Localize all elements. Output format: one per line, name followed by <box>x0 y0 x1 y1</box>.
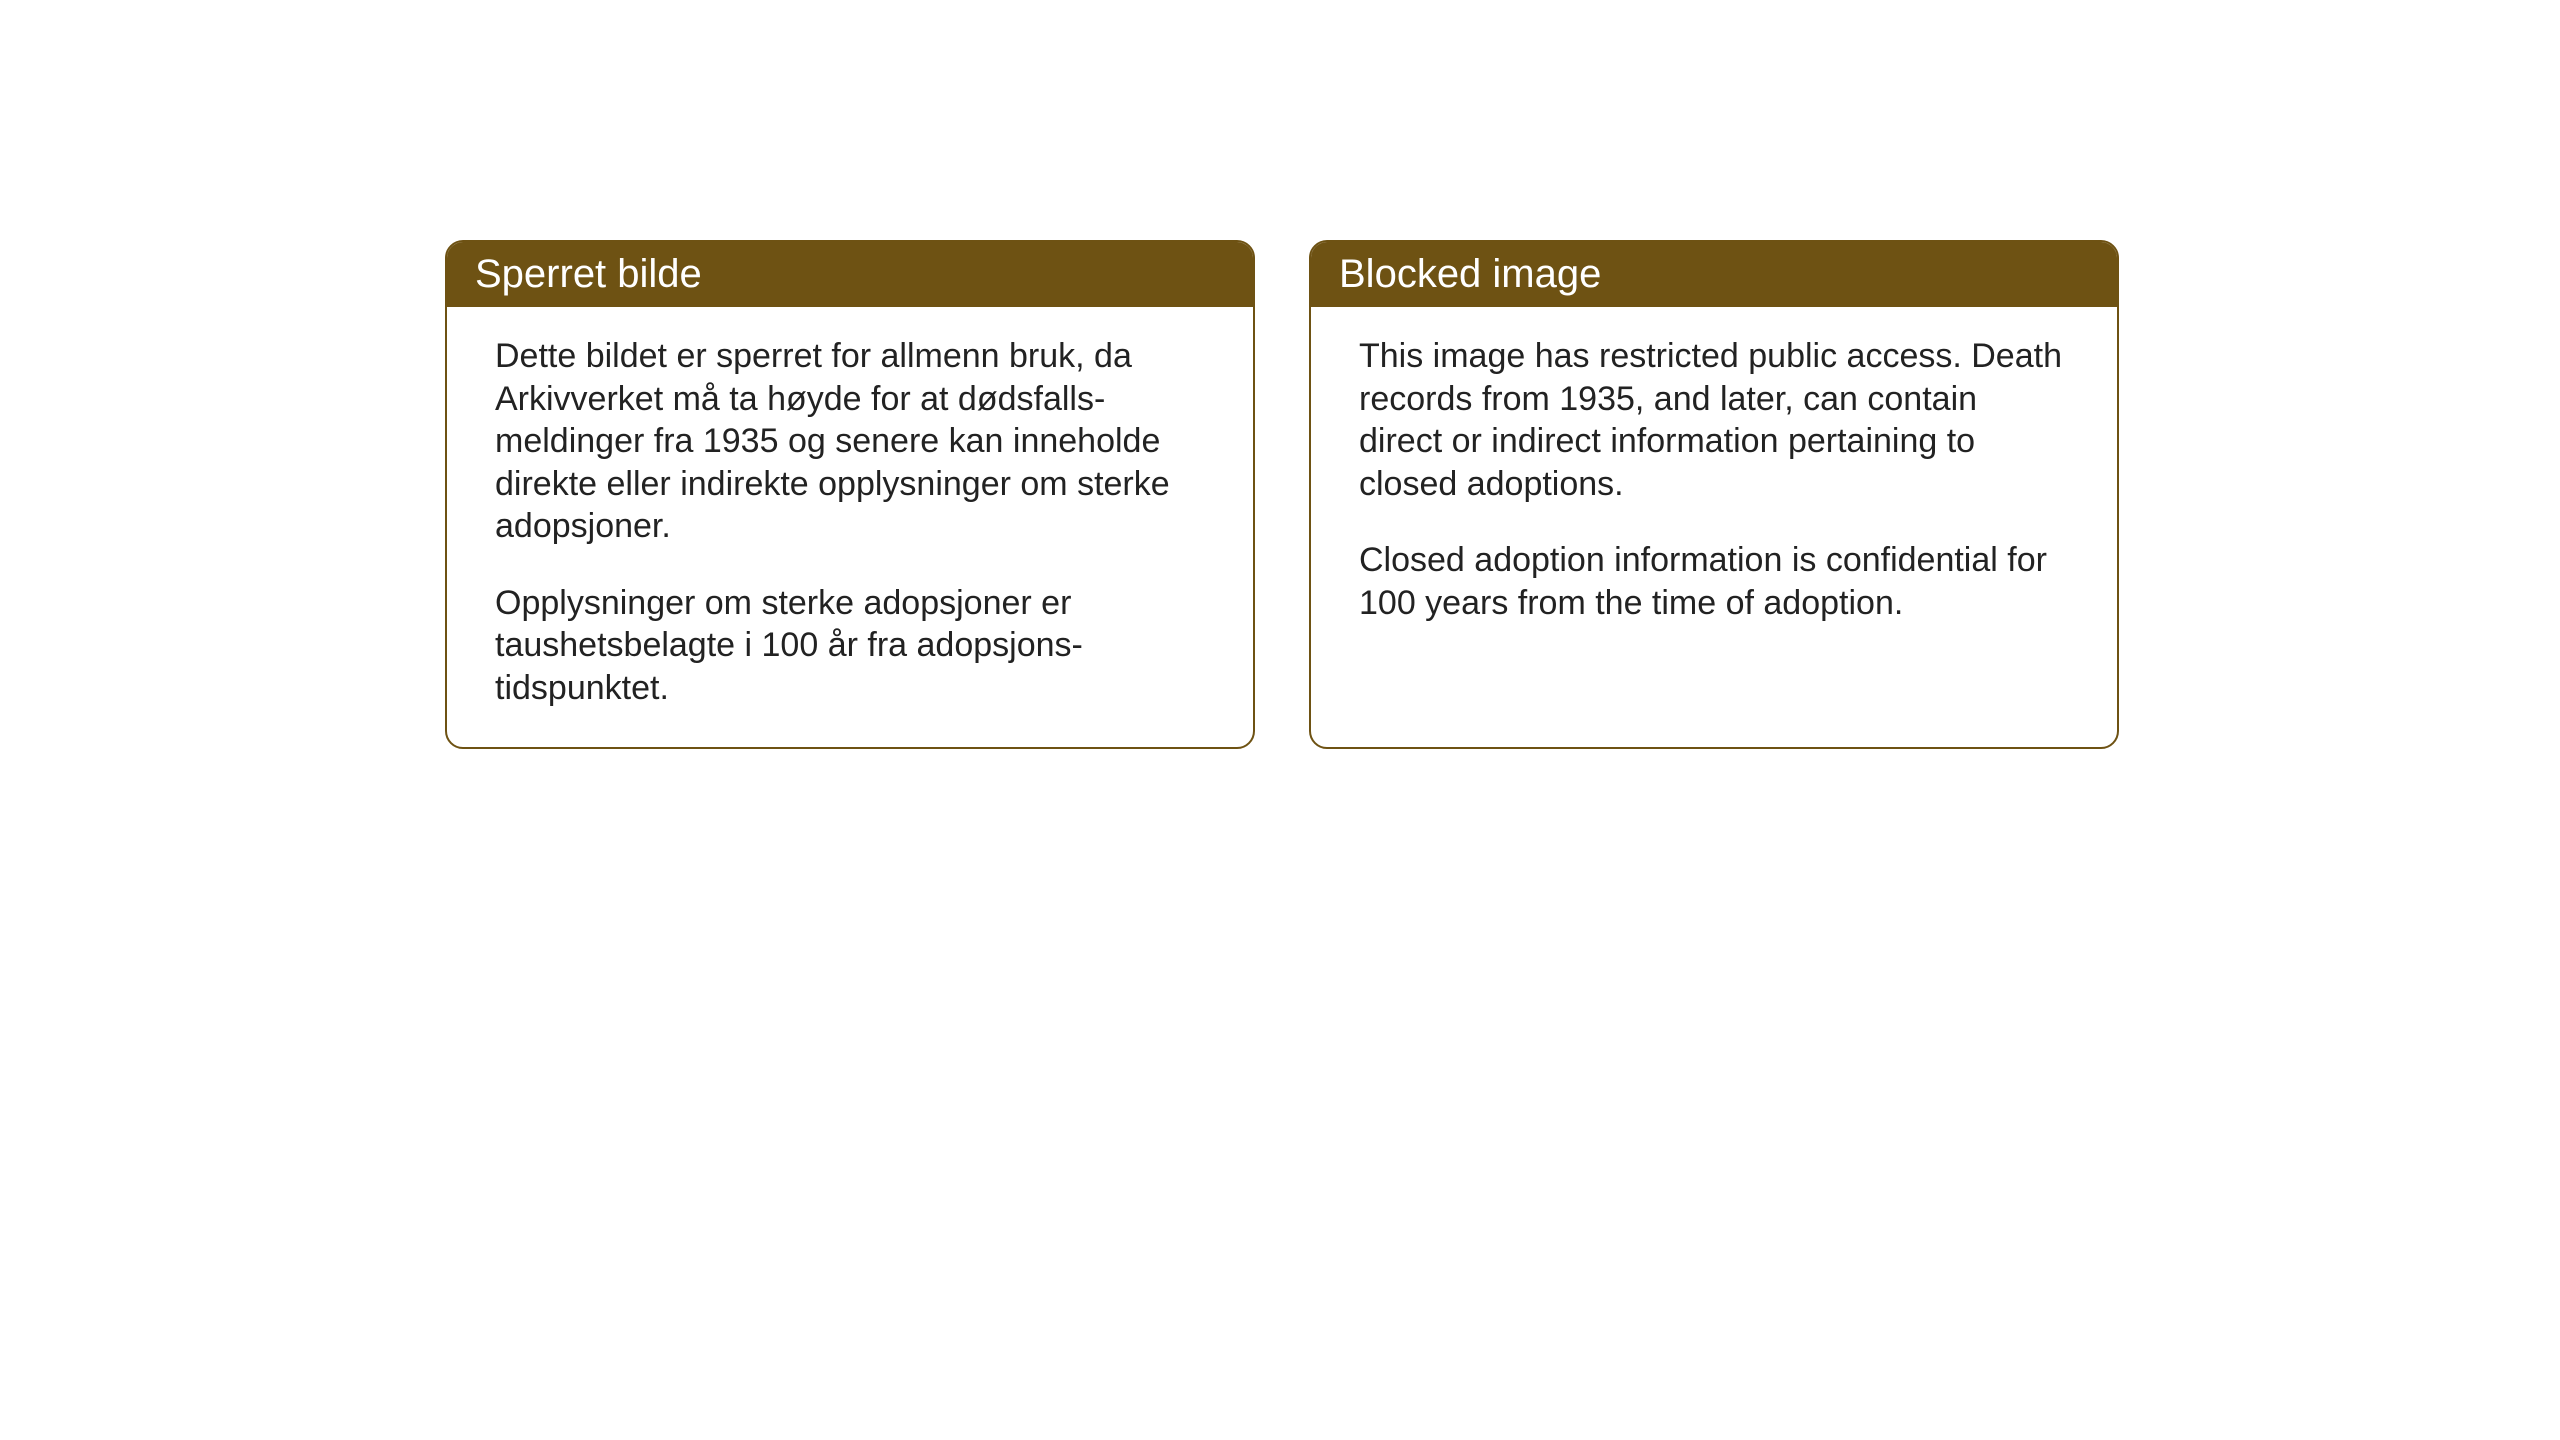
card-body-norwegian: Dette bildet er sperret for allmenn bruk… <box>447 307 1253 747</box>
card-paragraph2-english: Closed adoption information is confident… <box>1359 539 2069 624</box>
card-paragraph1-norwegian: Dette bildet er sperret for allmenn bruk… <box>495 335 1205 548</box>
notice-card-english: Blocked image This image has restricted … <box>1309 240 2119 749</box>
card-body-english: This image has restricted public access.… <box>1311 307 2117 727</box>
notice-container: Sperret bilde Dette bildet er sperret fo… <box>445 240 2119 749</box>
card-paragraph2-norwegian: Opplysninger om sterke adopsjoner er tau… <box>495 582 1205 710</box>
card-title-norwegian: Sperret bilde <box>475 252 702 296</box>
notice-card-norwegian: Sperret bilde Dette bildet er sperret fo… <box>445 240 1255 749</box>
card-header-english: Blocked image <box>1311 242 2117 307</box>
card-header-norwegian: Sperret bilde <box>447 242 1253 307</box>
card-title-english: Blocked image <box>1339 252 1601 296</box>
card-paragraph1-english: This image has restricted public access.… <box>1359 335 2069 505</box>
